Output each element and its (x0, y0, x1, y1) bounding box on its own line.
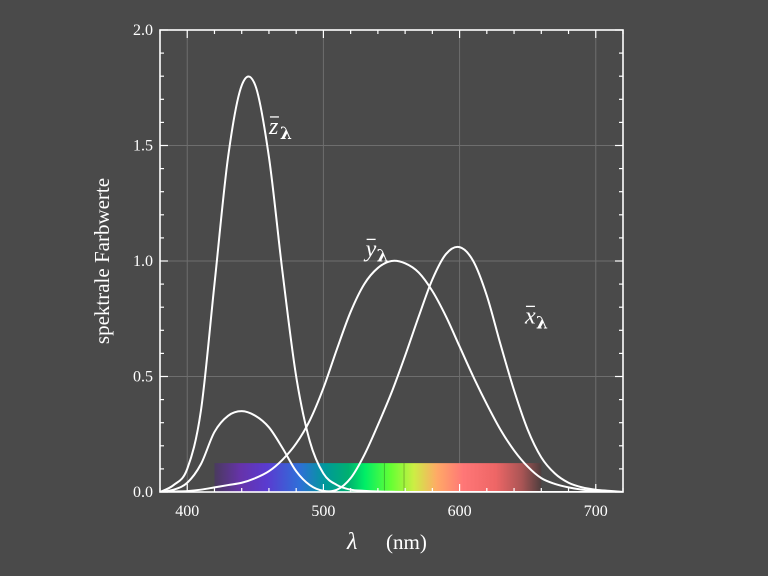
x-tick-label: 600 (448, 503, 472, 520)
curves-layer (160, 75, 623, 492)
axis-ticks (159, 29, 624, 493)
y-tick-label: 2.0 (133, 22, 153, 39)
curve-label-subscript: λ (377, 246, 389, 266)
y-tick-label: 1.0 (133, 253, 153, 270)
y-tick-label: 1.5 (133, 138, 153, 155)
x-tick-label: 500 (311, 503, 335, 520)
x-axis-symbol: λ (346, 529, 357, 555)
tick-labels: 400 500 600 700 0.0 0.5 1.0 1.5 2.0 (133, 22, 608, 520)
curve-label-symbol: x (524, 303, 536, 329)
curve-y (160, 259, 623, 492)
x-tick-label: 400 (175, 503, 199, 520)
x-axis-unit: (nm) (386, 530, 427, 554)
y-tick-label: 0.5 (133, 369, 153, 386)
y-tick-label: 0.0 (133, 484, 153, 501)
x-tick-label: 700 (584, 503, 608, 520)
curve-z (160, 75, 623, 492)
y-axis-title: spektrale Farbwerte (90, 178, 114, 344)
x-axis-title: λ (nm) (346, 529, 427, 555)
spectrum-band-fill (214, 463, 542, 492)
curve-label-subscript: λ (536, 313, 548, 333)
curve-labels: z λy λx λ (268, 114, 548, 333)
curve-label-symbol: z (268, 114, 279, 140)
curve-x (160, 245, 623, 492)
curve-label-subscript: λ (280, 124, 292, 144)
spectrum-band (214, 463, 542, 492)
curve-label-symbol: y (364, 236, 377, 262)
